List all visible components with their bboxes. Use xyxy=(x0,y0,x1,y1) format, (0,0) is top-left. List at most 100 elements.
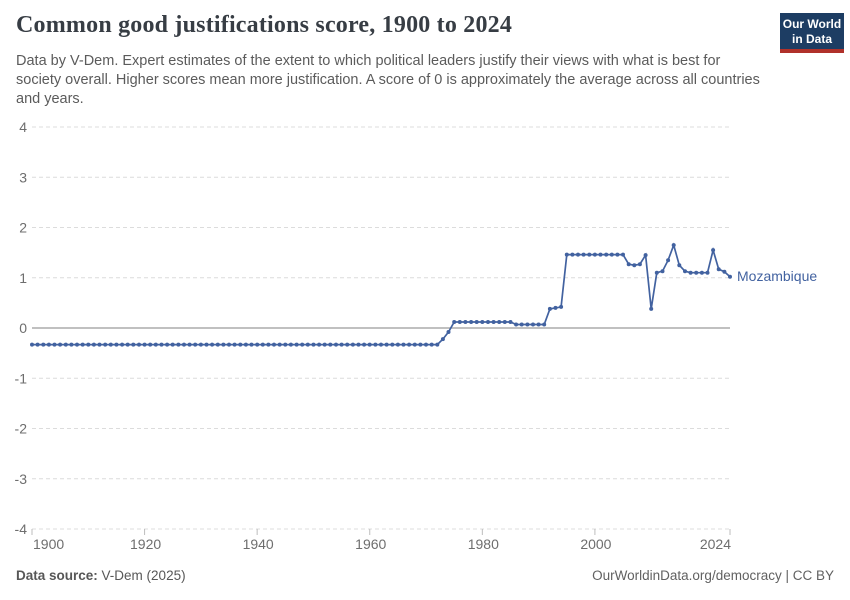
data-point[interactable] xyxy=(711,248,716,253)
data-point[interactable] xyxy=(632,263,637,268)
data-point[interactable] xyxy=(722,269,727,274)
data-point[interactable] xyxy=(35,342,40,347)
data-point[interactable] xyxy=(497,320,502,324)
data-point[interactable] xyxy=(694,270,699,275)
data-point[interactable] xyxy=(114,342,119,347)
data-point[interactable] xyxy=(564,252,569,257)
data-point[interactable] xyxy=(446,330,451,334)
data-point[interactable] xyxy=(260,342,265,347)
owid-url-link[interactable]: OurWorldinData.org/democracy xyxy=(592,568,782,583)
data-point[interactable] xyxy=(480,320,485,324)
data-point[interactable] xyxy=(671,243,676,248)
data-point[interactable] xyxy=(452,320,457,324)
data-point[interactable] xyxy=(654,270,659,275)
data-point[interactable] xyxy=(598,252,603,257)
data-point[interactable] xyxy=(373,342,378,347)
data-point[interactable] xyxy=(570,252,575,257)
data-point[interactable] xyxy=(576,252,580,257)
data-point[interactable] xyxy=(621,252,625,257)
data-point[interactable] xyxy=(322,342,327,347)
data-point[interactable] xyxy=(418,342,423,347)
data-point[interactable] xyxy=(412,342,417,347)
data-point[interactable] xyxy=(125,342,130,347)
data-point[interactable] xyxy=(609,252,614,257)
data-point[interactable] xyxy=(328,342,333,347)
owid-logo[interactable]: Our World in Data xyxy=(780,13,844,54)
data-point[interactable] xyxy=(187,342,192,347)
data-point[interactable] xyxy=(103,342,108,347)
data-point[interactable] xyxy=(649,306,654,311)
data-point[interactable] xyxy=(367,342,372,347)
data-point[interactable] xyxy=(683,269,687,274)
data-point[interactable] xyxy=(288,342,293,347)
data-point[interactable] xyxy=(108,342,113,347)
data-point[interactable] xyxy=(86,342,91,347)
data-point[interactable] xyxy=(63,342,68,347)
data-point[interactable] xyxy=(210,342,215,347)
data-point[interactable] xyxy=(41,342,46,347)
data-point[interactable] xyxy=(604,252,609,257)
data-point[interactable] xyxy=(91,342,96,347)
data-point[interactable] xyxy=(666,258,671,263)
data-point[interactable] xyxy=(463,320,468,324)
data-point[interactable] xyxy=(660,269,665,274)
data-point[interactable] xyxy=(457,320,462,324)
data-point[interactable] xyxy=(637,262,642,267)
data-point[interactable] xyxy=(677,263,682,268)
data-point[interactable] xyxy=(69,342,74,347)
data-point[interactable] xyxy=(142,342,147,347)
data-point[interactable] xyxy=(699,270,704,275)
data-point[interactable] xyxy=(283,342,288,347)
data-point[interactable] xyxy=(120,342,125,347)
series-label-mozambique[interactable]: Mozambique xyxy=(737,268,817,284)
data-point[interactable] xyxy=(626,262,631,267)
data-point[interactable] xyxy=(97,342,102,347)
data-point[interactable] xyxy=(559,304,564,309)
data-point[interactable] xyxy=(277,342,282,347)
data-point[interactable] xyxy=(75,342,79,347)
data-point[interactable] xyxy=(350,342,355,347)
data-point[interactable] xyxy=(705,270,710,275)
data-point[interactable] xyxy=(255,342,260,347)
data-point[interactable] xyxy=(525,322,530,327)
data-point[interactable] xyxy=(137,342,141,347)
data-point[interactable] xyxy=(514,322,519,327)
data-point[interactable] xyxy=(58,342,63,347)
data-point[interactable] xyxy=(249,342,254,347)
data-point[interactable] xyxy=(581,252,586,257)
data-point[interactable] xyxy=(469,320,474,324)
data-point[interactable] xyxy=(204,342,209,347)
data-point[interactable] xyxy=(193,342,198,347)
data-point[interactable] xyxy=(80,342,85,347)
data-point[interactable] xyxy=(305,342,310,347)
data-point[interactable] xyxy=(159,342,164,347)
data-point[interactable] xyxy=(728,274,732,279)
data-point[interactable] xyxy=(395,342,400,347)
data-point[interactable] xyxy=(266,342,271,347)
data-point[interactable] xyxy=(131,342,136,347)
data-point[interactable] xyxy=(311,342,316,347)
data-point[interactable] xyxy=(215,342,220,347)
data-point[interactable] xyxy=(198,342,203,347)
data-point[interactable] xyxy=(547,306,552,311)
data-point[interactable] xyxy=(294,342,299,347)
data-point[interactable] xyxy=(486,320,490,324)
data-point[interactable] xyxy=(519,322,524,327)
data-point[interactable] xyxy=(238,342,243,347)
data-point[interactable] xyxy=(182,342,186,347)
data-point[interactable] xyxy=(165,342,170,347)
data-point[interactable] xyxy=(553,305,558,310)
data-point[interactable] xyxy=(362,342,367,347)
data-point[interactable] xyxy=(176,342,181,347)
data-point[interactable] xyxy=(345,342,350,347)
data-point[interactable] xyxy=(153,342,158,347)
data-point[interactable] xyxy=(424,342,428,347)
data-point[interactable] xyxy=(429,342,434,347)
data-point[interactable] xyxy=(379,342,383,347)
data-point[interactable] xyxy=(542,322,547,327)
data-point[interactable] xyxy=(30,342,34,347)
data-point[interactable] xyxy=(615,252,620,257)
data-point[interactable] xyxy=(407,342,412,347)
data-point[interactable] xyxy=(334,342,338,347)
data-point[interactable] xyxy=(170,342,175,347)
